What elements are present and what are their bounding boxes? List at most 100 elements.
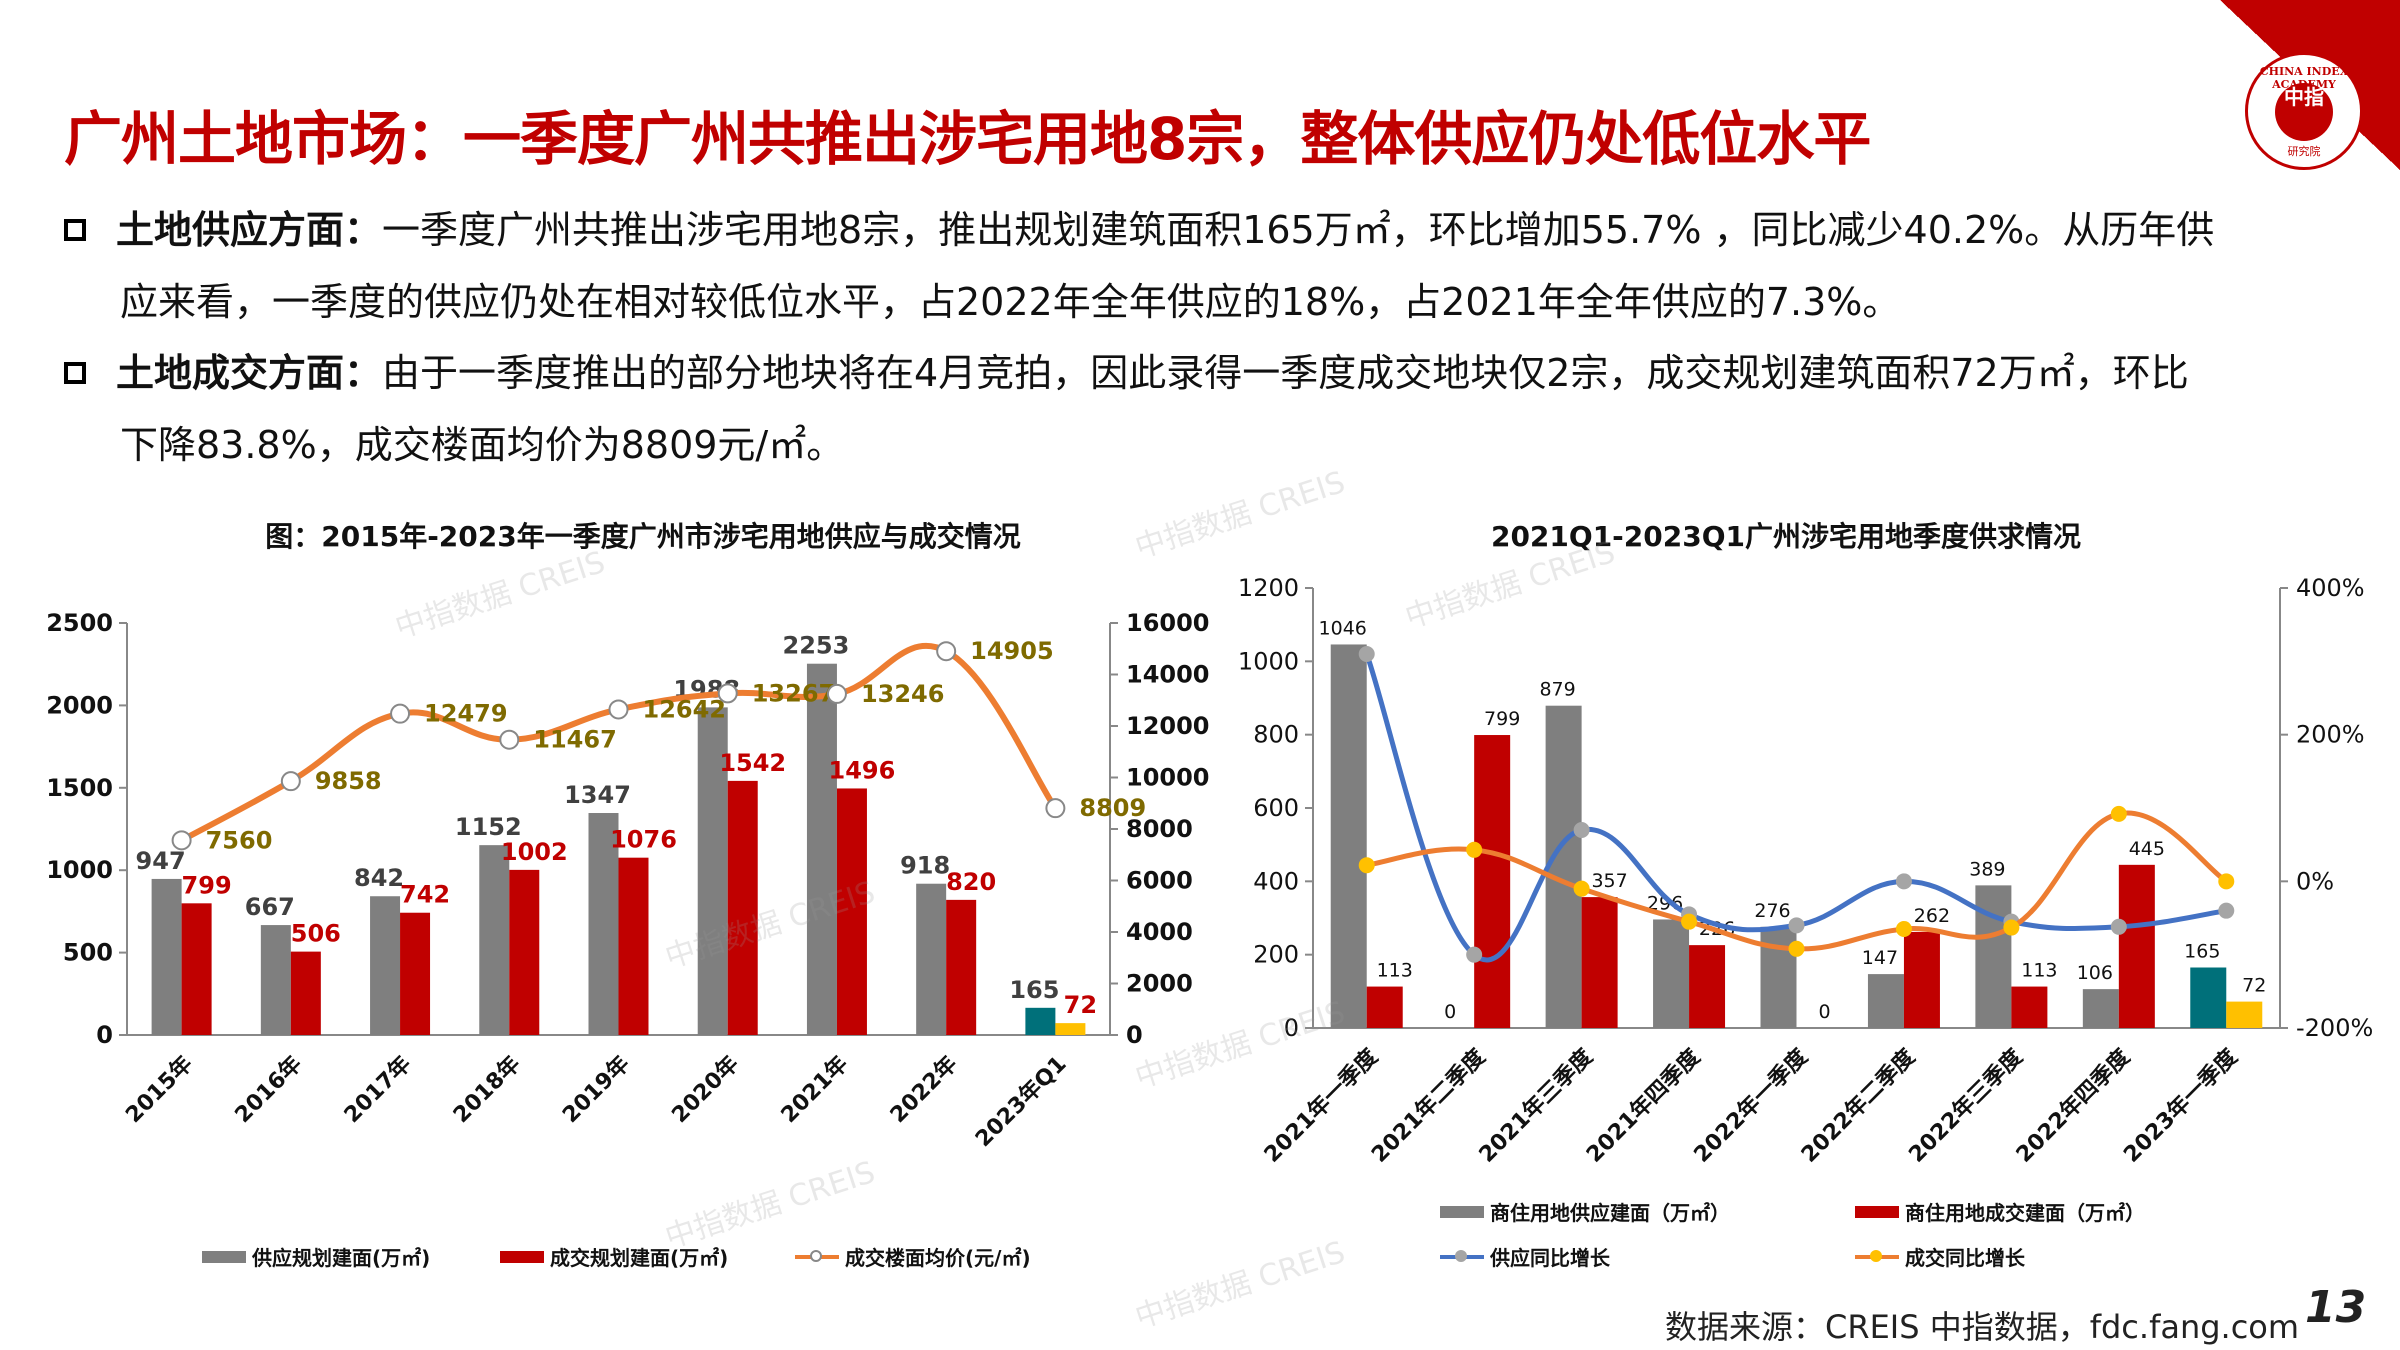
line-label: 8809 <box>1079 794 1146 822</box>
x-tick-label: 2016年 <box>230 1051 307 1128</box>
y2-tick-label: 400% <box>2296 574 2365 602</box>
bar-label-supply: 276 <box>1754 900 1790 922</box>
bar-label-supply: 165 <box>2184 941 2220 963</box>
x-tick-label: 2022年二季度 <box>1796 1043 1921 1168</box>
bar-transaction <box>1581 897 1618 1028</box>
bar-supply <box>1545 705 1582 1028</box>
x-tick-label: 2021年 <box>776 1051 853 1128</box>
legend-left-transaction: 成交规划建面(万㎡) <box>500 1242 728 1271</box>
legend-left-price: 成交楼面均价(元/㎡) <box>795 1242 1031 1271</box>
legend-label: 供应同比增长 <box>1490 1246 1610 1270</box>
y2-tick-label: 4000 <box>1126 918 1193 946</box>
bar-transaction <box>2011 986 2048 1028</box>
bar-supply <box>697 707 728 1035</box>
x-tick-label: 2022年三季度 <box>1904 1043 2029 1168</box>
line-marker <box>2218 902 2235 919</box>
legend-swatch <box>202 1250 246 1263</box>
bar-label-transaction: 799 <box>182 871 232 899</box>
bar-label-transaction: 820 <box>946 868 996 896</box>
y2-tick-label: 0 <box>1126 1021 1143 1049</box>
line-label: 9858 <box>315 767 382 795</box>
legend-label: 商住用地供应建面（万㎡） <box>1490 1201 1730 1225</box>
bar-label-transaction: 72 <box>1064 991 1097 1019</box>
right-chart-title: 2021Q1-2023Q1广州涉宅用地季度供求情况 <box>1490 520 2082 553</box>
y-tick-label: 0 <box>1284 1014 1299 1042</box>
y-tick-label: 0 <box>96 1021 113 1049</box>
line-marker <box>2218 873 2235 890</box>
line-label: 14905 <box>970 637 1054 665</box>
bar-label-supply: 947 <box>136 847 186 875</box>
line-label: 12479 <box>424 700 508 728</box>
legend-label: 成交楼面均价(元/㎡) <box>845 1246 1031 1270</box>
line-marker <box>608 699 629 720</box>
bar-label-transaction: 113 <box>2021 960 2057 982</box>
line-marker <box>1788 940 1805 957</box>
y2-tick-label: -200% <box>2296 1014 2373 1042</box>
y-tick-label: 800 <box>1253 721 1299 749</box>
bullet-text: 应来看，一季度的供应仍处在相对较低位水平，占2022年全年供应的18%，占202… <box>120 280 1901 324</box>
checkbox-square-icon <box>64 362 86 384</box>
bar-transaction <box>1055 1023 1086 1035</box>
bar-label-supply: 667 <box>245 893 295 921</box>
bar-supply <box>479 845 510 1035</box>
bar-label-transaction: 1002 <box>501 838 568 866</box>
y-tick-label: 600 <box>1253 794 1299 822</box>
bullet-label: 土地成交方面： <box>116 351 383 395</box>
bar-transaction <box>618 857 649 1035</box>
line-marker <box>1358 857 1375 874</box>
line-marker <box>1045 798 1066 819</box>
line-marker <box>1681 913 1698 930</box>
bar-supply <box>2082 989 2119 1028</box>
bar-transaction <box>509 869 540 1035</box>
left-chart-title: 图：2015年-2023年一季度广州市涉宅用地供应与成交情况 <box>265 520 1021 553</box>
bar-supply <box>1330 644 1367 1028</box>
legend-right-supply-growth: 供应同比增长 <box>1440 1242 1610 1271</box>
bar-label-transaction: 0 <box>1818 1001 1830 1023</box>
bar-label-supply: 842 <box>354 864 404 892</box>
bar-transaction <box>1903 931 1940 1028</box>
bar-label-supply: 1152 <box>455 813 522 841</box>
bar-label-supply: 2253 <box>783 632 850 660</box>
bar-label-supply: 879 <box>1539 679 1575 701</box>
bar-supply <box>1975 885 2012 1028</box>
data-source: 数据来源：CREIS 中指数据，fdc.fang.com <box>1665 1308 2300 1346</box>
bar-label-transaction: 262 <box>1914 905 1950 927</box>
y2-tick-label: 8000 <box>1126 815 1193 843</box>
x-tick-label: 2019年 <box>558 1051 635 1128</box>
bar-label-transaction: 113 <box>1377 960 1413 982</box>
logo-center: 中指 <box>2275 83 2333 141</box>
x-tick-label: 2023年一季度 <box>2119 1043 2244 1168</box>
bar-transaction <box>2118 864 2155 1028</box>
y-tick-label: 1200 <box>1238 574 1299 602</box>
x-tick-label: 2020年 <box>667 1051 744 1128</box>
y2-tick-label: 10000 <box>1126 764 1210 792</box>
bullet-label: 土地供应方面： <box>116 208 383 252</box>
bullet-transaction: 土地成交方面：由于一季度推出的部分地块将在4月竞拍，因此录得一季度成交地块仅2宗… <box>64 337 2324 481</box>
bar-supply <box>151 878 182 1035</box>
x-tick-label: 2021年二季度 <box>1366 1043 1491 1168</box>
bar-supply <box>1760 926 1797 1028</box>
bar-supply <box>806 663 837 1035</box>
bar-label-transaction: 506 <box>291 920 341 948</box>
line-label: 13267 <box>752 679 836 707</box>
bar-label-supply: 918 <box>900 852 950 880</box>
line-marker <box>1788 917 1805 934</box>
bar-transaction <box>1366 986 1403 1028</box>
y-tick-label: 1000 <box>46 856 113 884</box>
y2-tick-label: 14000 <box>1126 661 1210 689</box>
y2-tick-label: 6000 <box>1126 867 1193 895</box>
bar-supply <box>2190 967 2227 1028</box>
y2-tick-label: 0% <box>2296 867 2334 895</box>
bullet-text: 由于一季度推出的部分地块将在4月竞拍，因此录得一季度成交地块仅2宗，成交规划建筑… <box>382 351 2189 395</box>
x-tick-label: 2021年四季度 <box>1581 1043 1706 1168</box>
bar-transaction <box>2226 1001 2263 1028</box>
legend-swatch <box>1855 1205 1899 1218</box>
line-marker <box>1895 873 1912 890</box>
bar-label-supply: 1347 <box>564 781 631 809</box>
series-line <box>180 642 1058 843</box>
line-marker <box>1573 822 1590 838</box>
bar-transaction <box>836 788 867 1035</box>
bar-supply <box>1653 919 1690 1028</box>
legend-left-supply: 供应规划建面(万㎡) <box>202 1242 430 1271</box>
